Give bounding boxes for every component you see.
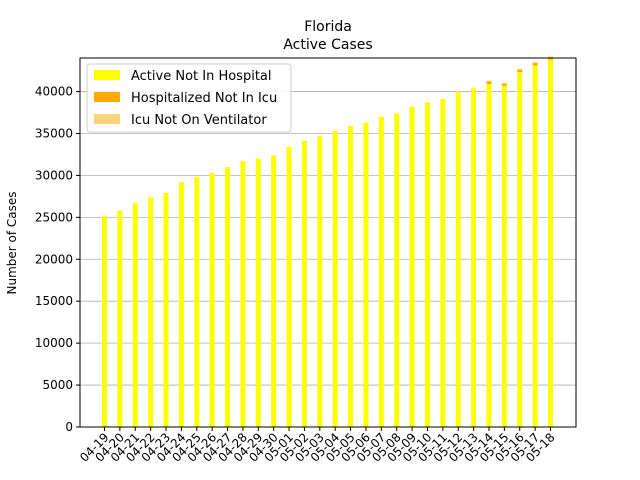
bar-hospitalized-not-in-icu xyxy=(532,63,538,66)
bars xyxy=(102,56,553,428)
bar-active-not-in-hospital xyxy=(548,59,553,427)
bar-icu-not-on-ventilator xyxy=(517,68,523,70)
bar-active-not-in-hospital xyxy=(194,177,200,427)
bar-icu-not-on-ventilator xyxy=(548,56,553,58)
bar-hospitalized-not-in-icu xyxy=(517,69,523,73)
bar-active-not-in-hospital xyxy=(394,113,400,427)
bar-active-not-in-hospital xyxy=(240,161,246,427)
bar-active-not-in-hospital xyxy=(132,203,138,427)
bar-active-not-in-hospital xyxy=(209,172,215,427)
bar-active-not-in-hospital xyxy=(102,215,107,427)
bar-active-not-in-hospital xyxy=(363,122,369,427)
y-tick-label: 20000 xyxy=(35,252,73,266)
legend: Active Not In Hospital Hospitalized Not I… xyxy=(86,63,292,133)
y-tick-label: 25000 xyxy=(35,210,73,224)
bar-active-not-in-hospital xyxy=(501,85,507,428)
bar-active-not-in-hospital xyxy=(424,102,430,427)
bar-active-not-in-hospital xyxy=(455,91,461,427)
bar-active-not-in-hospital xyxy=(348,125,354,428)
bar-active-not-in-hospital xyxy=(409,106,415,428)
legend-label: Icu Not On Ventilator xyxy=(131,113,267,128)
legend-label: Hospitalized Not In Icu xyxy=(131,91,277,106)
chart-subtitle: Active Cases xyxy=(283,37,372,53)
bar-active-not-in-hospital xyxy=(378,116,384,428)
bar-active-not-in-hospital xyxy=(486,83,492,427)
y-axis-ticks: 0 5000 10000 15000 20000 25000 30000 35000 40000 xyxy=(35,85,80,434)
legend-swatch xyxy=(94,92,120,102)
bar-active-not-in-hospital xyxy=(532,65,538,427)
bar-active-not-in-hospital xyxy=(440,99,446,427)
chart-title: Florida xyxy=(304,19,352,35)
bar-active-not-in-hospital xyxy=(517,72,523,427)
plot-frame xyxy=(79,57,577,428)
x-axis-ticks: 04-1904-2004-2104-2204-2304-2404-2504-26… xyxy=(77,427,558,465)
y-axis-label: Number of Cases xyxy=(5,191,19,294)
y-tick-label: 0 xyxy=(65,420,73,434)
y-tick-label: 5000 xyxy=(42,378,73,392)
bar-active-not-in-hospital xyxy=(163,193,169,427)
grid-lines xyxy=(80,91,576,428)
y-tick-label: 15000 xyxy=(35,294,73,308)
y-tick-label: 30000 xyxy=(35,168,73,182)
bar-active-not-in-hospital xyxy=(225,167,231,428)
bar-active-not-in-hospital xyxy=(255,158,261,428)
bar-hospitalized-not-in-icu xyxy=(501,83,507,86)
bar-icu-not-on-ventilator xyxy=(532,62,538,64)
bar-active-not-in-hospital xyxy=(317,135,323,428)
bar-icu-not-on-ventilator xyxy=(486,80,492,82)
bar-icu-not-on-ventilator xyxy=(501,82,507,84)
bar-active-not-in-hospital xyxy=(471,88,477,427)
bar-active-not-in-hospital xyxy=(332,130,338,427)
bar-active-not-in-hospital xyxy=(178,182,184,427)
y-tick-label: 10000 xyxy=(35,336,73,350)
bar-active-not-in-hospital xyxy=(301,141,307,427)
bar-active-not-in-hospital xyxy=(117,210,123,427)
bar-active-not-in-hospital xyxy=(271,155,277,428)
bar-hospitalized-not-in-icu xyxy=(486,81,492,84)
legend-box xyxy=(86,63,292,133)
bar-active-not-in-hospital xyxy=(286,146,292,428)
legend-swatch xyxy=(94,114,120,124)
y-tick-label: 40000 xyxy=(35,85,73,99)
legend-label: Active Not In Hospital xyxy=(131,69,272,84)
bar-active-not-in-hospital xyxy=(148,197,154,427)
y-tick-label: 35000 xyxy=(35,126,73,140)
legend-swatch xyxy=(94,70,120,80)
